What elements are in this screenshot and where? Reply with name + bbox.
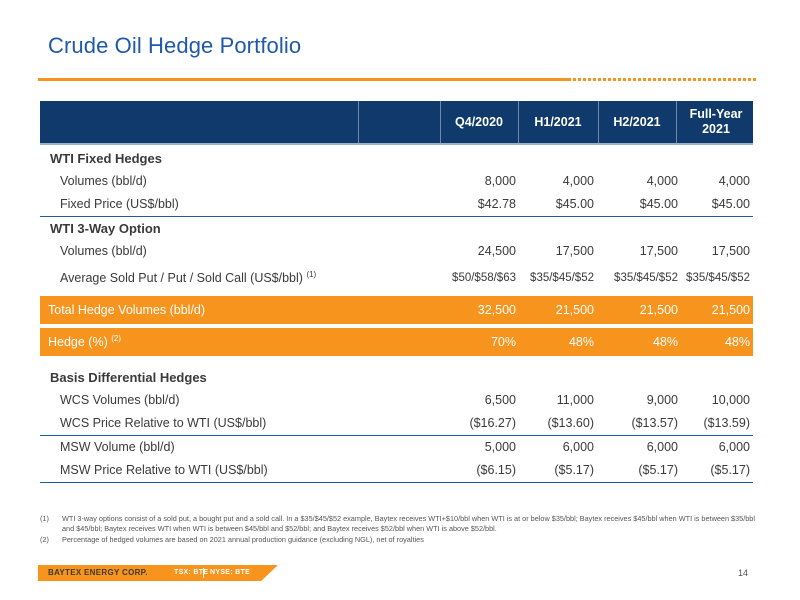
row-label: Total Hedge Volumes (bbl/d) — [48, 303, 206, 317]
cell-value: 4,000 — [646, 174, 678, 188]
cell-value: 17,500 — [555, 244, 594, 258]
page-number: 14 — [738, 568, 749, 578]
row-label: Fixed Price (US$/bbl) — [60, 197, 179, 211]
cell-value: 10,000 — [711, 393, 750, 407]
row-divider — [40, 482, 753, 483]
row-label: Volumes (bbl/d) — [60, 244, 147, 258]
cell-value: 17,500 — [639, 244, 678, 258]
row-label: MSW Volume (bbl/d) — [60, 440, 175, 454]
title-rule-hatch — [568, 78, 758, 81]
cell-value: 4,000 — [562, 174, 594, 188]
table-row: MSW Price Relative to WTI (US$/bbl) ($6.… — [40, 459, 753, 482]
table-row: Fixed Price (US$/bbl) $42.78 $45.00 $45.… — [40, 193, 753, 216]
cell-value: 21,500 — [711, 303, 750, 317]
table-row: MSW Volume (bbl/d) 5,000 6,000 6,000 6,0… — [40, 436, 753, 459]
title-rule — [38, 78, 758, 81]
cell-value: ($13.59) — [703, 416, 750, 430]
footnote-number: (2) — [40, 535, 49, 544]
footer-brand-bar: BAYTEX ENERGY CORP. TSX: BTE NYSE: BTE — [38, 565, 278, 581]
cell-value: 8,000 — [484, 174, 516, 188]
ticker-divider — [203, 568, 204, 578]
cell-value: $35/$45/$52 — [530, 272, 594, 284]
company-name: BAYTEX ENERGY CORP. — [48, 568, 148, 577]
table-row: WCS Price Relative to WTI (US$/bbl) ($16… — [40, 412, 753, 435]
footnote-text: WTI 3-way options consist of a sold put,… — [62, 514, 755, 533]
cell-value: 4,000 — [718, 174, 750, 188]
cell-value: 70% — [490, 335, 516, 349]
header-divider — [598, 101, 599, 143]
header-divider — [518, 101, 519, 143]
cell-value: 48% — [652, 335, 678, 349]
footnote: (2) Percentage of hedged volumes are bas… — [40, 535, 760, 545]
header-h1-2021: H1/2021 — [534, 114, 582, 129]
cell-value: ($5.17) — [710, 463, 750, 477]
cell-value: ($5.17) — [554, 463, 594, 477]
cell-value: $45.00 — [711, 197, 750, 211]
cell-value: $50/$58/$63 — [452, 272, 516, 284]
section-title-wti-3way: WTI 3-Way Option — [50, 221, 161, 236]
row-label: Volumes (bbl/d) — [60, 174, 147, 188]
header-full-year-2021: Full-Year 2021 — [689, 107, 743, 136]
footnotes: (1) WTI 3-way options consist of a sold … — [40, 514, 760, 546]
section-title-wti-fixed: WTI Fixed Hedges — [50, 151, 162, 166]
cell-value: ($5.17) — [638, 463, 678, 477]
nyse-ticker: NYSE: BTE — [210, 569, 251, 576]
cell-value: 21,500 — [639, 303, 678, 317]
cell-value: 32,500 — [477, 303, 516, 317]
cell-value: $45.00 — [639, 197, 678, 211]
row-divider — [40, 435, 753, 436]
row-divider — [40, 216, 753, 217]
row-label: WCS Price Relative to WTI (US$/bbl) — [60, 416, 267, 430]
header-divider — [676, 101, 677, 143]
hedge-table: Q4/2020 H1/2021 H2/2021 Full-Year 2021 W… — [40, 101, 753, 483]
cell-value: 24,500 — [477, 244, 516, 258]
cell-value: $42.78 — [477, 197, 516, 211]
header-q4-2020: Q4/2020 — [455, 114, 503, 129]
row-label: Average Sold Put / Put / Sold Call (US$/… — [60, 267, 316, 290]
row-label: MSW Price Relative to WTI (US$/bbl) — [60, 463, 268, 477]
cell-value: 11,000 — [556, 393, 594, 407]
cell-value: 6,000 — [718, 440, 750, 454]
cell-value: ($16.27) — [469, 416, 516, 430]
footnote-number: (1) — [40, 514, 49, 523]
footnote: (1) WTI 3-way options consist of a sold … — [40, 514, 760, 534]
cell-value: $35/$45/$52 — [686, 272, 750, 284]
row-label-text: Average Sold Put / Put / Sold Call (US$/… — [60, 271, 303, 285]
cell-value: 17,500 — [711, 244, 750, 258]
cell-value: 6,000 — [562, 440, 594, 454]
header-divider — [358, 101, 359, 143]
cell-value: 48% — [568, 335, 594, 349]
cell-value: $35/$45/$52 — [614, 272, 678, 284]
table-row: Volumes (bbl/d) 24,500 17,500 17,500 17,… — [40, 240, 753, 263]
cell-value: ($6.15) — [476, 463, 516, 477]
cell-value: ($13.57) — [631, 416, 678, 430]
slide-title: Crude Oil Hedge Portfolio — [48, 33, 302, 58]
header-divider — [440, 101, 441, 143]
tsx-ticker: TSX: BTE — [174, 569, 209, 576]
row-label-text: Hedge (%) — [48, 335, 108, 349]
section-title-basis: Basis Differential Hedges — [50, 370, 207, 385]
total-hedge-volumes-row: Total Hedge Volumes (bbl/d) 32,500 21,50… — [40, 296, 753, 324]
footnote-ref: (1) — [306, 269, 317, 279]
cell-value: ($13.60) — [547, 416, 594, 430]
cell-value: $45.00 — [555, 197, 594, 211]
cell-value: 6,000 — [646, 440, 678, 454]
table-header-row: Q4/2020 H1/2021 H2/2021 Full-Year 2021 — [40, 101, 753, 145]
table-row: WCS Volumes (bbl/d) 6,500 11,000 9,000 1… — [40, 389, 753, 412]
header-h2-2021: H2/2021 — [613, 114, 661, 129]
table-row: Average Sold Put / Put / Sold Call (US$/… — [40, 267, 753, 290]
cell-value: 6,500 — [484, 393, 516, 407]
footnote-ref: (2) — [111, 333, 122, 343]
table-row: Volumes (bbl/d) 8,000 4,000 4,000 4,000 — [40, 170, 753, 193]
cell-value: 9,000 — [646, 393, 678, 407]
cell-value: 21,500 — [555, 303, 594, 317]
hedge-percent-row: Hedge (%) (2) 70% 48% 48% 48% — [40, 328, 753, 356]
row-label: Hedge (%) (2) — [48, 328, 121, 356]
cell-value: 5,000 — [484, 440, 516, 454]
footnote-text: Percentage of hedged volumes are based o… — [62, 535, 424, 544]
row-label: WCS Volumes (bbl/d) — [60, 393, 180, 407]
cell-value: 48% — [724, 335, 750, 349]
